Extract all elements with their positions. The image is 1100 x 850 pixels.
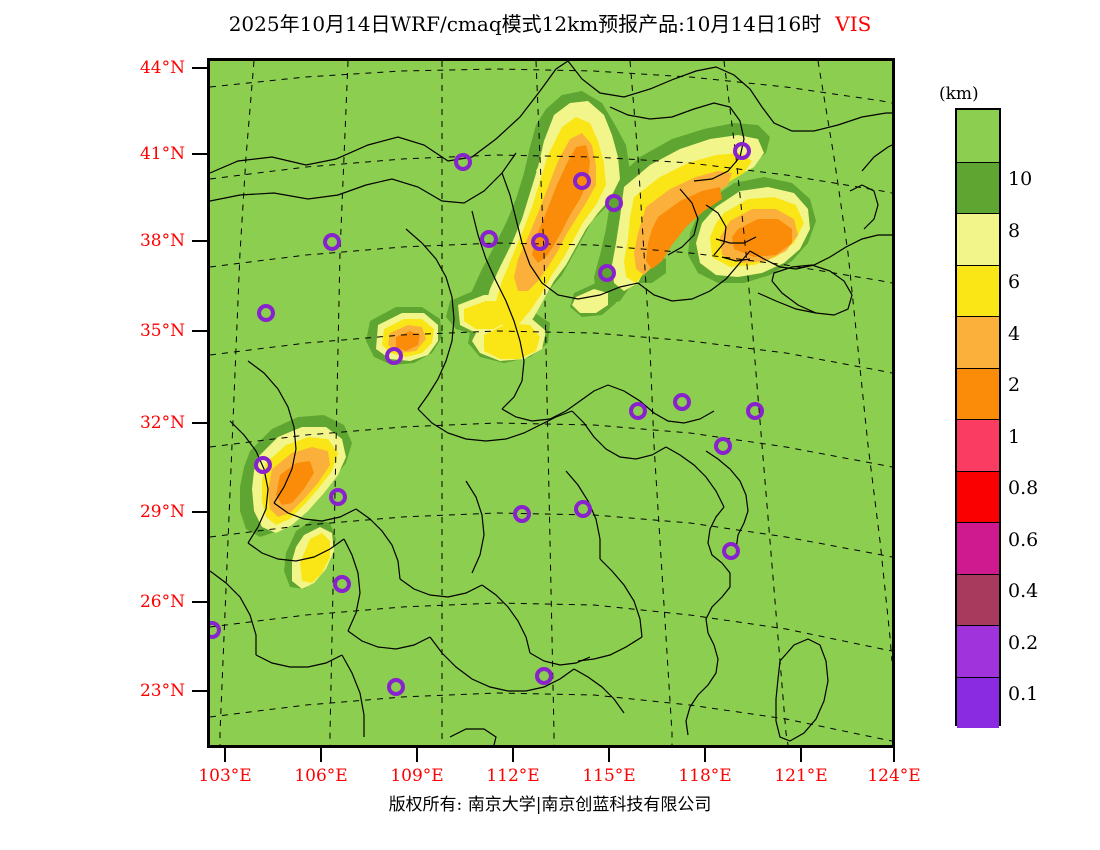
colorbar-band-2-4[interactable] (957, 316, 999, 368)
colorbar-band-0.2-0.4[interactable] (957, 573, 999, 625)
x-axis-label-121e: 121°E (774, 766, 828, 786)
title-variable: VIS (835, 12, 872, 36)
x-tick (704, 748, 706, 762)
y-tick (192, 153, 207, 155)
station-marker[interactable] (454, 153, 472, 171)
colorbar-band-8-10[interactable] (957, 161, 999, 213)
station-marker[interactable] (746, 402, 764, 420)
x-tick (224, 748, 226, 762)
colorbar-tick-10: 10 (1008, 168, 1033, 190)
colorbar-unit-label: (km) (939, 84, 979, 104)
station-marker[interactable] (257, 304, 275, 322)
visibility-contours (240, 91, 816, 589)
y-axis-label-41n: 41°N (139, 144, 185, 164)
x-axis-label-124e: 124°E (867, 766, 921, 786)
y-axis-label-29n: 29°N (139, 502, 185, 522)
station-markers[interactable] (210, 142, 764, 696)
colorbar-band-0.8-1[interactable] (957, 419, 999, 471)
map-canvas (210, 61, 892, 745)
map-svg (210, 61, 892, 745)
colorbar-band-4-6[interactable] (957, 264, 999, 316)
station-marker[interactable] (385, 347, 403, 365)
colorbar-band-0.1-0.2[interactable] (957, 625, 999, 677)
y-tick (192, 601, 207, 603)
y-axis-label-44n: 44°N (139, 58, 185, 78)
colorbar-tick-0.6: 0.6 (1008, 529, 1039, 551)
station-marker[interactable] (513, 505, 531, 523)
colorbar-tick-0.4: 0.4 (1008, 580, 1039, 602)
x-tick (800, 748, 802, 762)
y-tick (192, 422, 207, 424)
station-marker[interactable] (531, 233, 549, 251)
page-title: 2025年10月14日WRF/cmaq模式12km预报产品:10月14日16时 V… (0, 8, 1100, 37)
station-marker[interactable] (333, 575, 351, 593)
station-marker[interactable] (480, 230, 498, 248)
x-tick (416, 748, 418, 762)
x-axis-label-103e: 103°E (198, 766, 252, 786)
colorbar-band-above-10[interactable] (957, 110, 999, 162)
y-axis-label-35n: 35°N (139, 321, 185, 341)
colorbar[interactable] (955, 108, 1001, 728)
y-tick (192, 330, 207, 332)
y-tick (192, 240, 207, 242)
colorbar-band-below-0.1[interactable] (957, 676, 999, 728)
y-axis-label-23n: 23°N (139, 681, 185, 701)
station-marker[interactable] (629, 402, 647, 420)
title-main: 2025年10月14日WRF/cmaq模式12km预报产品:10月14日16时 (228, 12, 822, 36)
station-marker[interactable] (714, 437, 732, 455)
y-axis-label-32n: 32°N (139, 413, 185, 433)
colorbar-band-0.4-0.6[interactable] (957, 522, 999, 574)
station-marker[interactable] (254, 456, 272, 474)
administrative-boundaries (210, 61, 892, 745)
station-marker[interactable] (673, 393, 691, 411)
colorbar-tick-0.8: 0.8 (1008, 477, 1039, 499)
y-tick (192, 67, 207, 69)
station-marker[interactable] (733, 142, 751, 160)
colorbar-tick-8: 8 (1008, 220, 1021, 242)
x-tick (512, 748, 514, 762)
x-axis-label-106e: 106°E (294, 766, 348, 786)
x-tick (320, 748, 322, 762)
colorbar-tick-1: 1 (1008, 426, 1021, 448)
station-marker[interactable] (605, 194, 623, 212)
station-marker[interactable] (598, 264, 616, 282)
colorbar-tick-0.2: 0.2 (1008, 632, 1039, 654)
copyright-footer: 版权所有: 南京大学|南京创蓝科技有限公司 (388, 795, 712, 815)
colorbar-tick-2: 2 (1008, 374, 1021, 396)
y-axis-label-26n: 26°N (139, 592, 185, 612)
x-tick (893, 748, 895, 762)
station-marker[interactable] (387, 678, 405, 696)
colorbar-band-0.6-0.8[interactable] (957, 470, 999, 522)
x-axis-label-118e: 118°E (678, 766, 732, 786)
y-tick (192, 511, 207, 513)
station-marker[interactable] (573, 172, 591, 190)
y-tick (192, 690, 207, 692)
colorbar-band-6-8[interactable] (957, 213, 999, 265)
x-axis-label-109e: 109°E (390, 766, 444, 786)
station-marker[interactable] (535, 667, 553, 685)
graticule (210, 61, 892, 745)
station-marker[interactable] (722, 542, 740, 560)
station-marker[interactable] (323, 233, 341, 251)
colorbar-tick-0.1: 0.1 (1008, 683, 1039, 705)
y-axis-label-38n: 38°N (139, 231, 185, 251)
x-tick (608, 748, 610, 762)
colorbar-band-1-2[interactable] (957, 367, 999, 419)
station-marker[interactable] (329, 488, 347, 506)
map-plot-area[interactable] (207, 58, 895, 748)
colorbar-tick-4: 4 (1008, 323, 1021, 345)
x-axis-label-115e: 115°E (582, 766, 636, 786)
colorbar-tick-6: 6 (1008, 271, 1021, 293)
x-axis-label-112e: 112°E (486, 766, 540, 786)
station-marker[interactable] (574, 500, 592, 518)
station-marker[interactable] (210, 621, 221, 639)
